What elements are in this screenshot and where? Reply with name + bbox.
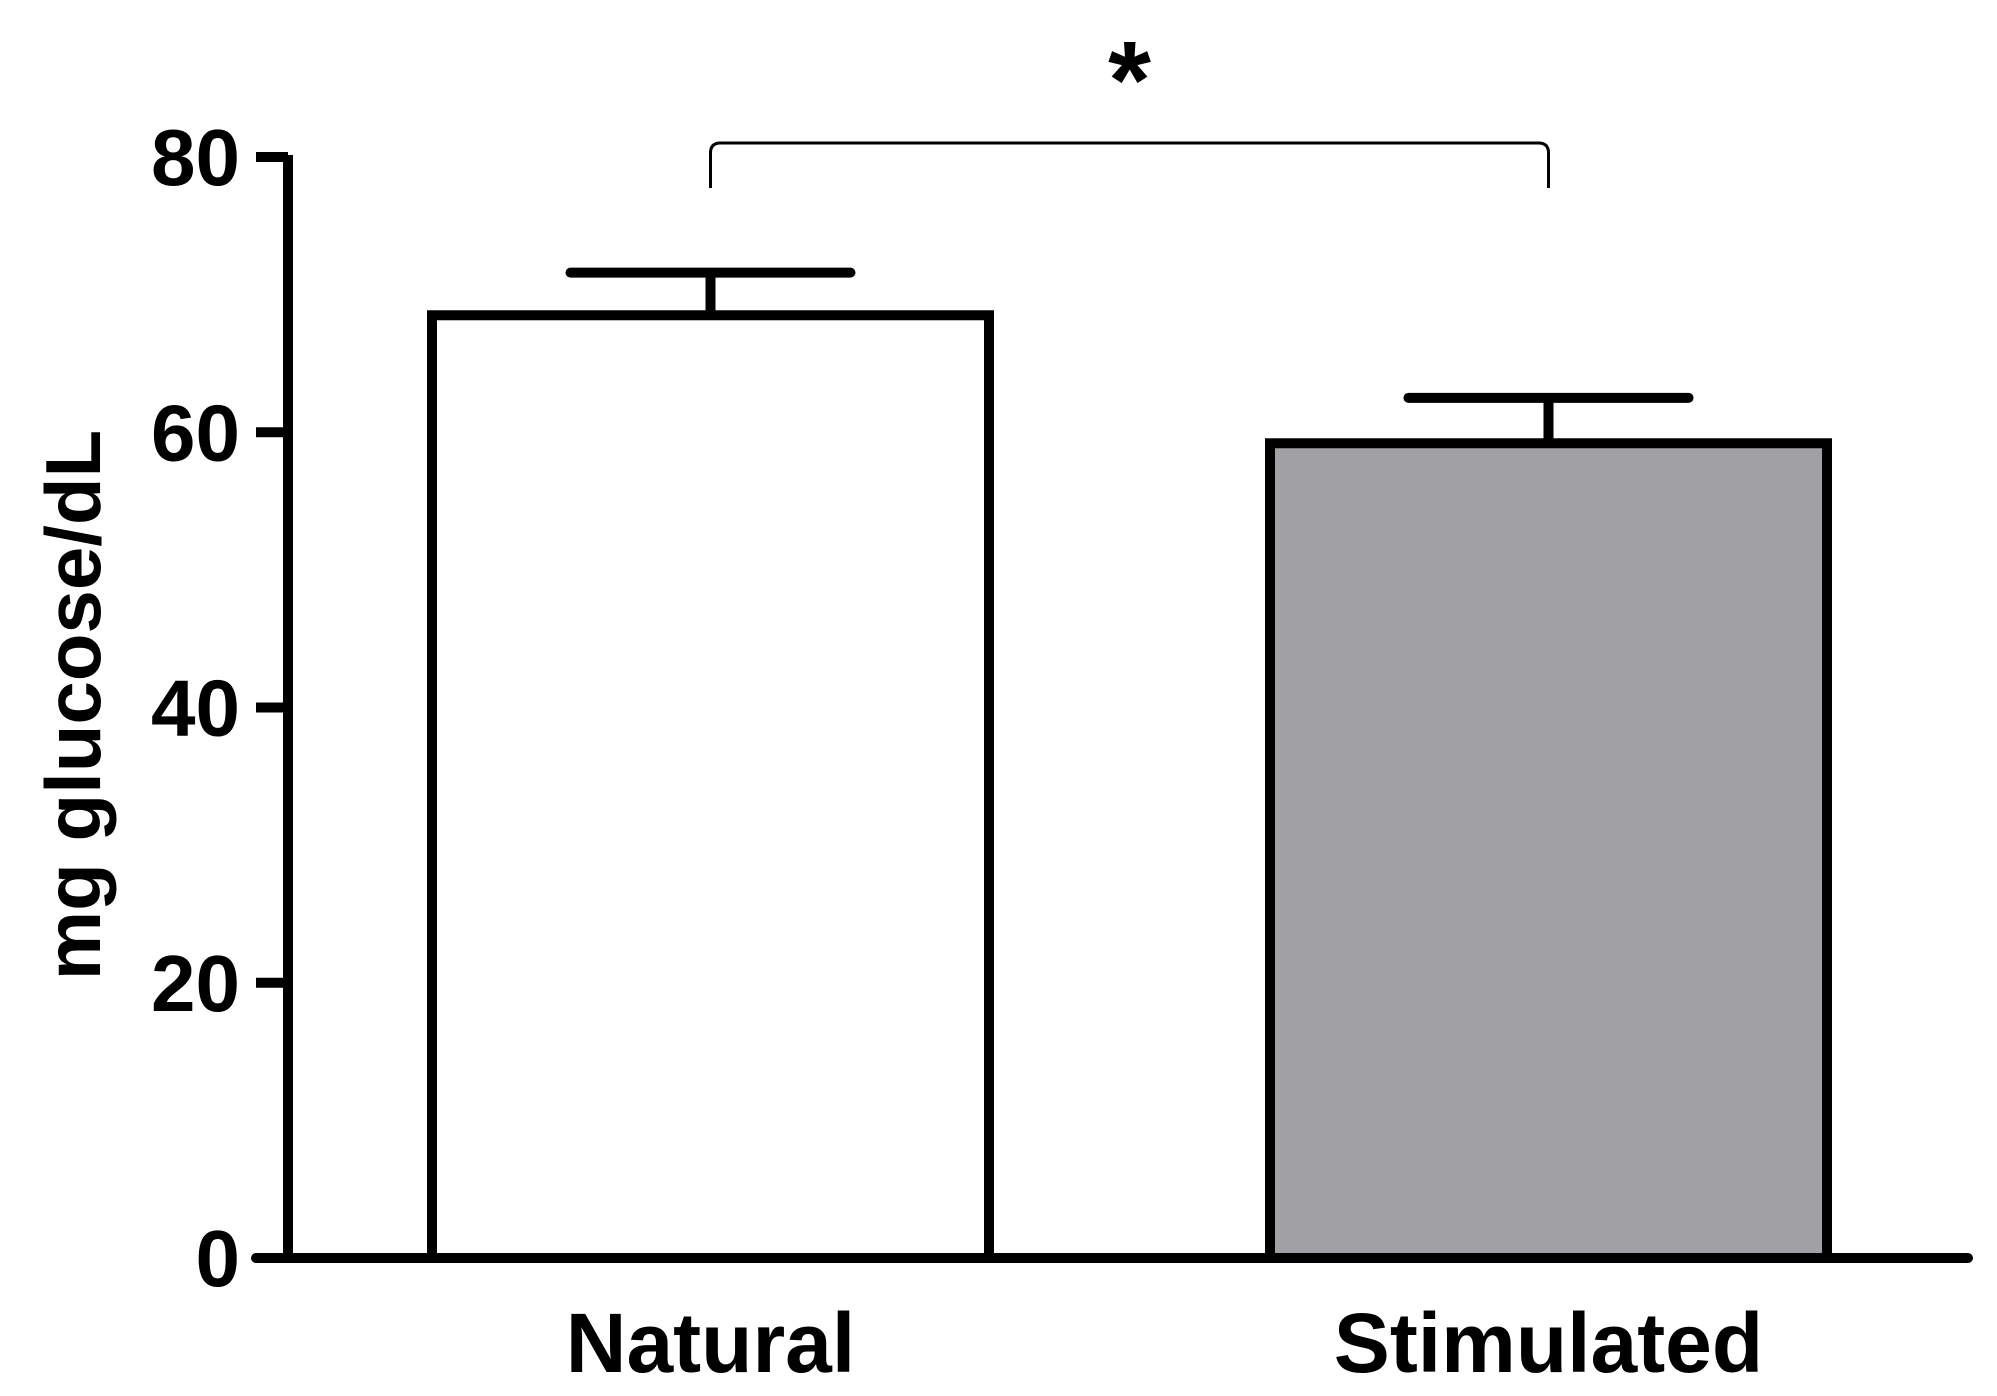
x-tick-label: Stimulated <box>1334 1296 1763 1390</box>
bars <box>427 267 1832 1263</box>
y-axis-title: mg glucose/dL <box>29 430 117 980</box>
x-axis: Natural Stimulated <box>251 1253 1973 1390</box>
bar-natural <box>427 310 994 1263</box>
y-tick-label: 60 <box>151 388 240 477</box>
y-axis: 0 20 40 60 80 <box>151 113 293 1303</box>
y-tick-label: 0 <box>196 1214 241 1303</box>
y-tick-label: 80 <box>151 113 240 202</box>
y-tick-label: 40 <box>151 664 240 753</box>
significance-bracket <box>709 141 1550 188</box>
y-tick-label: 20 <box>151 939 240 1028</box>
x-tick-label: Natural <box>566 1296 855 1390</box>
significance-annotation: * <box>709 19 1550 188</box>
bar-stimulated <box>1265 438 1832 1263</box>
significance-star: * <box>1108 19 1151 142</box>
